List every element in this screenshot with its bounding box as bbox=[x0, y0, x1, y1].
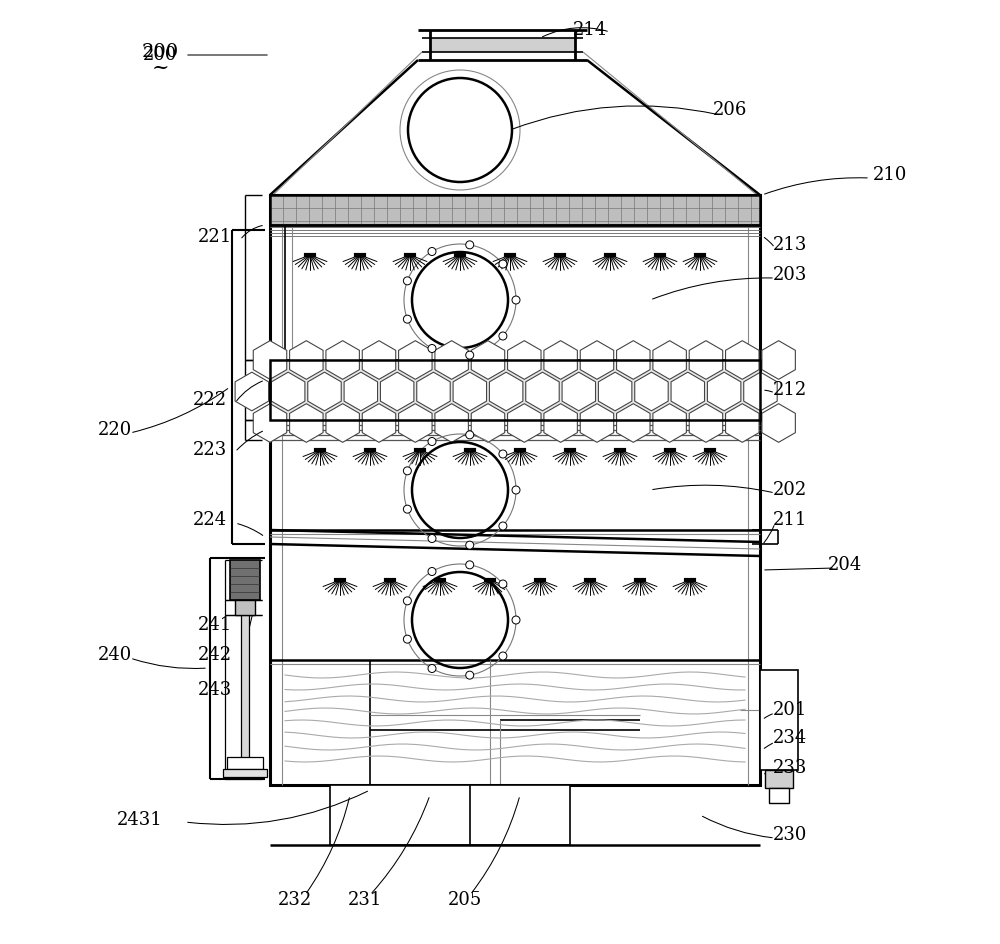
Circle shape bbox=[428, 567, 436, 576]
Text: 213: 213 bbox=[773, 236, 807, 254]
Text: 221: 221 bbox=[198, 228, 232, 246]
Text: 201: 201 bbox=[773, 701, 807, 719]
Text: 212: 212 bbox=[773, 381, 807, 399]
Text: 234: 234 bbox=[773, 729, 807, 747]
Circle shape bbox=[499, 332, 507, 340]
Text: 200: 200 bbox=[143, 46, 177, 64]
Circle shape bbox=[499, 450, 507, 458]
Circle shape bbox=[466, 671, 474, 679]
Text: 232: 232 bbox=[278, 891, 312, 909]
Text: 202: 202 bbox=[773, 481, 807, 499]
Circle shape bbox=[466, 241, 474, 249]
Text: 224: 224 bbox=[193, 511, 227, 529]
Bar bbox=[470, 785, 570, 845]
Circle shape bbox=[512, 486, 520, 494]
Circle shape bbox=[512, 296, 520, 304]
Circle shape bbox=[428, 665, 436, 672]
Circle shape bbox=[499, 580, 507, 588]
Bar bbox=[270, 195, 760, 785]
Text: 220: 220 bbox=[98, 421, 132, 439]
Circle shape bbox=[499, 652, 507, 660]
Circle shape bbox=[428, 247, 436, 256]
Text: 230: 230 bbox=[773, 826, 807, 844]
Circle shape bbox=[512, 616, 520, 624]
Bar bbox=[760, 670, 798, 770]
Bar bbox=[270, 195, 760, 225]
Bar bbox=[769, 788, 789, 803]
Bar bbox=[330, 785, 530, 845]
Circle shape bbox=[403, 505, 411, 514]
Circle shape bbox=[403, 467, 411, 475]
Circle shape bbox=[403, 597, 411, 605]
Text: 243: 243 bbox=[198, 681, 232, 699]
Text: 205: 205 bbox=[448, 891, 482, 909]
Circle shape bbox=[403, 635, 411, 643]
Text: 211: 211 bbox=[773, 511, 807, 529]
Circle shape bbox=[428, 345, 436, 352]
Text: 231: 231 bbox=[348, 891, 382, 909]
Circle shape bbox=[428, 534, 436, 543]
Text: 206: 206 bbox=[713, 101, 747, 119]
Bar bbox=[227, 757, 263, 769]
Circle shape bbox=[466, 351, 474, 359]
Text: 2431: 2431 bbox=[117, 811, 163, 829]
Bar bbox=[241, 615, 249, 765]
Text: 203: 203 bbox=[773, 266, 807, 284]
Circle shape bbox=[466, 541, 474, 549]
Text: 204: 204 bbox=[828, 556, 862, 574]
Circle shape bbox=[499, 522, 507, 530]
Text: 241: 241 bbox=[198, 616, 232, 634]
Circle shape bbox=[403, 277, 411, 285]
Circle shape bbox=[428, 437, 436, 446]
Text: 233: 233 bbox=[773, 759, 807, 777]
Bar bbox=[765, 770, 793, 788]
Text: 214: 214 bbox=[573, 21, 607, 39]
Text: 210: 210 bbox=[873, 166, 907, 184]
Text: ~: ~ bbox=[151, 59, 169, 77]
Text: 242: 242 bbox=[198, 646, 232, 664]
Bar bbox=[223, 769, 267, 777]
Bar bbox=[270, 195, 760, 225]
Circle shape bbox=[403, 315, 411, 323]
Text: 240: 240 bbox=[98, 646, 132, 664]
Circle shape bbox=[466, 561, 474, 569]
Bar bbox=[270, 360, 760, 420]
Circle shape bbox=[466, 430, 474, 439]
Text: 222: 222 bbox=[193, 391, 227, 409]
Bar bbox=[270, 360, 760, 420]
Bar bbox=[430, 38, 575, 52]
Circle shape bbox=[499, 260, 507, 268]
Text: 200: 200 bbox=[141, 43, 179, 61]
Bar bbox=[235, 600, 255, 615]
Text: 223: 223 bbox=[193, 441, 227, 459]
Bar bbox=[230, 560, 260, 600]
